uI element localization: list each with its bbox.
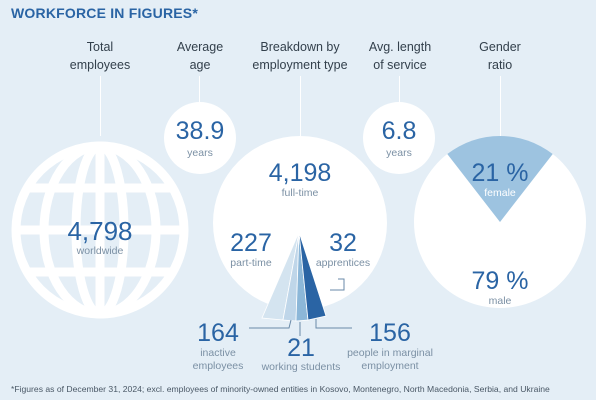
header-breakdown: Breakdown by employment type (252, 40, 348, 72)
fan-part-marginal (298, 231, 327, 321)
leader-inactive (249, 319, 292, 329)
inactive-value: 164 (197, 319, 239, 347)
header-total-employees: Total employees (69, 40, 131, 72)
female-value: 21 % (471, 159, 529, 187)
header-gender: Gender ratio (479, 40, 521, 72)
connector-breakdown (300, 76, 301, 136)
pie-slice-male (414, 154, 586, 308)
female-label: female (484, 187, 516, 199)
male-label: male (488, 295, 512, 307)
fulltime-label: full-time (281, 187, 319, 199)
connector-service (399, 76, 400, 102)
pie-slice-female (447, 135, 553, 222)
leader-apprentices (330, 278, 345, 291)
service-value: 6.8 (381, 117, 417, 145)
students-value: 21 (287, 334, 315, 362)
inactive-label: inactive employees (192, 347, 244, 372)
parttime-value: 227 (230, 229, 272, 257)
leader-marginal (315, 319, 352, 329)
apprentices-value: 32 (329, 229, 357, 257)
header-service: Avg. length of service (368, 40, 432, 72)
footnote: *Figures as of December 31, 2024; excl. … (11, 384, 550, 394)
service-bubble (363, 102, 435, 174)
page-title: WORKFORCE IN FIGURES* (11, 5, 198, 21)
total-employees-label: worldwide (76, 245, 124, 257)
marginal-label: people in marginal employment (347, 347, 433, 372)
marginal-value: 156 (369, 319, 411, 347)
connector-total (100, 76, 101, 136)
service-unit: years (386, 147, 412, 159)
fulltime-value: 4,198 (268, 159, 332, 187)
average-age-value: 38.9 (175, 117, 225, 145)
connector-gender (500, 76, 501, 136)
students-label: working students (261, 361, 341, 373)
parttime-label: part-time (230, 257, 272, 269)
average-age-bubble (164, 102, 236, 174)
apprentices-label: apprentices (315, 257, 371, 269)
average-age-unit: years (187, 147, 213, 159)
connector-age (199, 76, 200, 102)
globe-icon (11, 141, 189, 319)
header-average-age: Average age (176, 40, 224, 72)
male-value: 79 % (471, 267, 529, 295)
total-employees-value: 4,798 (67, 216, 133, 246)
